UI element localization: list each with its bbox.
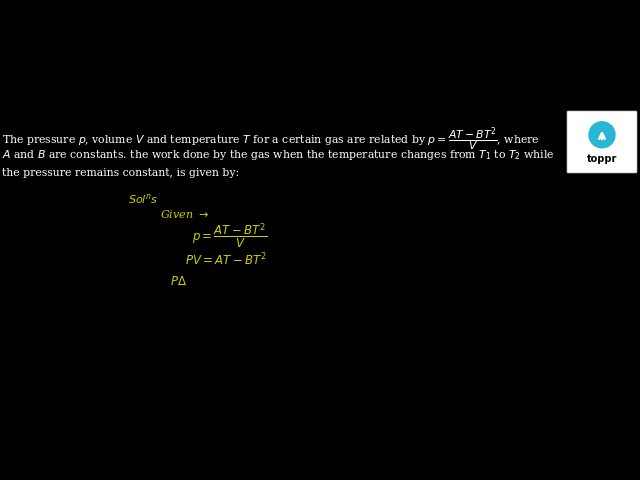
Text: $A$ and $B$ are constants. the work done by the gas when the temperature changes: $A$ and $B$ are constants. the work done…	[2, 148, 555, 162]
Text: toppr: toppr	[587, 154, 617, 164]
Circle shape	[589, 122, 615, 148]
Text: $Sol^{n}s$: $Sol^{n}s$	[128, 192, 159, 206]
Text: $PV = AT - BT^2$: $PV = AT - BT^2$	[185, 252, 267, 269]
Text: $P\Delta$: $P\Delta$	[170, 275, 187, 288]
Text: Given $\rightarrow$: Given $\rightarrow$	[160, 208, 209, 220]
FancyBboxPatch shape	[567, 111, 637, 173]
Text: The pressure $p$, volume $V$ and temperature $T$ for a certain gas are related b: The pressure $p$, volume $V$ and tempera…	[2, 125, 540, 153]
Text: $p = \dfrac{AT - BT^2}{V}$: $p = \dfrac{AT - BT^2}{V}$	[192, 222, 268, 252]
Text: the pressure remains constant, is given by:: the pressure remains constant, is given …	[2, 168, 239, 178]
